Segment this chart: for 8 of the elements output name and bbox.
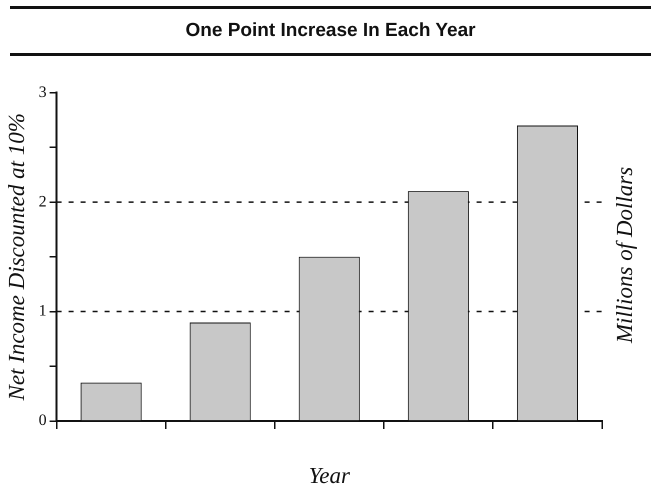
y-tick-label: 2 — [38, 193, 47, 210]
y-tick-label: 1 — [38, 302, 47, 320]
y2-axis-title: Millions of Dollars — [612, 166, 638, 344]
chart-title: One Point Increase In Each Year — [10, 6, 651, 56]
y-tick-label: 3 — [38, 84, 47, 101]
y-tick-label: 0 — [38, 412, 47, 430]
y-axis-title: Net Income Discounted at 10% — [4, 113, 29, 402]
x-axis-title: Year — [308, 463, 352, 488]
